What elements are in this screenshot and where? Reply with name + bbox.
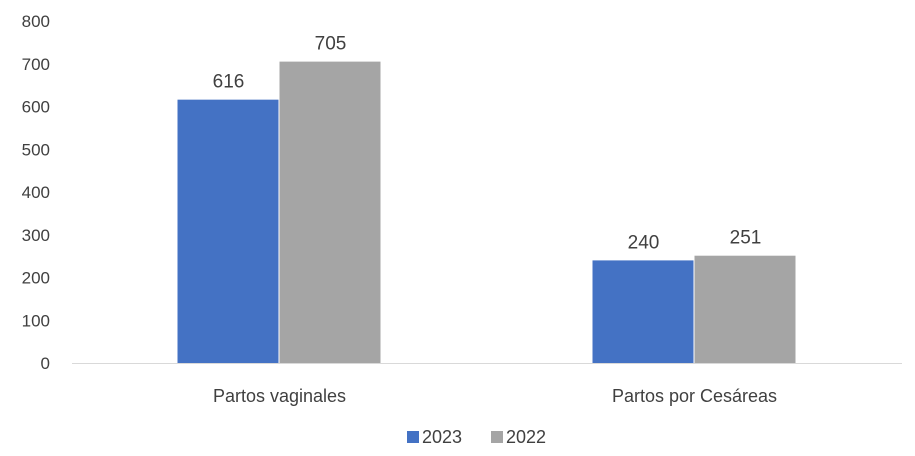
y-tick-label: 400 [22, 183, 50, 202]
y-tick-label: 300 [22, 226, 50, 245]
legend: 2023 2022 [407, 427, 546, 447]
data-label: 251 [730, 228, 762, 249]
y-axis-ticks: 0 100 200 300 400 500 600 700 800 [22, 12, 50, 373]
bar-2022-0 [279, 61, 381, 364]
x-category-label: Partos vaginales [213, 386, 346, 406]
data-label: 705 [315, 34, 347, 55]
y-tick-label: 500 [22, 140, 50, 159]
data-label: 240 [628, 232, 660, 253]
bar-2023-0 [177, 99, 279, 363]
y-tick-label: 100 [22, 311, 50, 330]
data-label: 616 [213, 72, 245, 93]
y-tick-label: 0 [41, 354, 50, 373]
legend-swatch-2022 [491, 431, 503, 443]
x-axis-category-labels: Partos vaginales Partos por Cesáreas [213, 386, 777, 406]
bar-2022-1 [694, 255, 796, 363]
y-tick-label: 200 [22, 269, 50, 288]
y-tick-label: 800 [22, 12, 50, 31]
bars [177, 61, 796, 364]
y-tick-label: 700 [22, 55, 50, 74]
legend-label: 2023 [422, 427, 462, 447]
y-tick-label: 600 [22, 98, 50, 117]
x-category-label: Partos por Cesáreas [612, 386, 777, 406]
bar-2023-1 [592, 260, 694, 363]
legend-label: 2022 [506, 427, 546, 447]
data-labels: 616 705 240 251 [213, 34, 762, 254]
legend-swatch-2023 [407, 431, 419, 443]
